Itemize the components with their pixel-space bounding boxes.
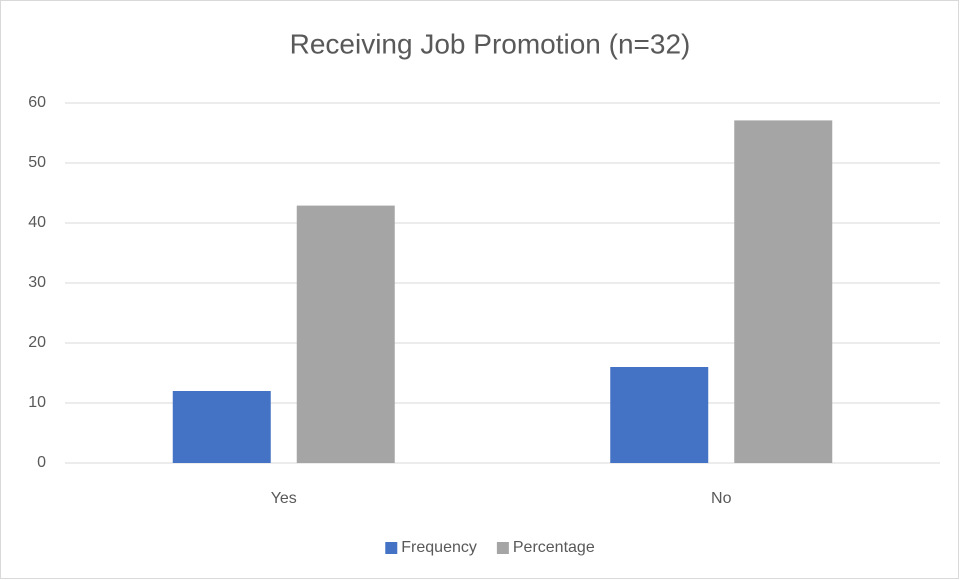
- bar: [734, 120, 833, 464]
- y-tick-label: 10: [28, 394, 46, 411]
- bar: [172, 391, 271, 463]
- legend-swatch: [496, 542, 509, 554]
- bar: [610, 367, 709, 463]
- chart-title: Receiving Job Promotion (n=32): [290, 28, 691, 59]
- y-tick-label: 30: [28, 274, 46, 291]
- y-tick-label: 60: [28, 94, 46, 111]
- bar: [296, 205, 395, 463]
- y-tick-label: 20: [28, 334, 46, 351]
- legend-label: Percentage: [513, 539, 595, 556]
- y-tick-label: 50: [28, 154, 46, 171]
- legend-label: Frequency: [401, 539, 477, 556]
- y-tick-label: 0: [37, 454, 46, 471]
- y-tick-label: 40: [28, 214, 46, 231]
- x-tick-label: No: [711, 490, 732, 507]
- legend-swatch: [385, 542, 398, 554]
- x-tick-label: Yes: [271, 490, 297, 507]
